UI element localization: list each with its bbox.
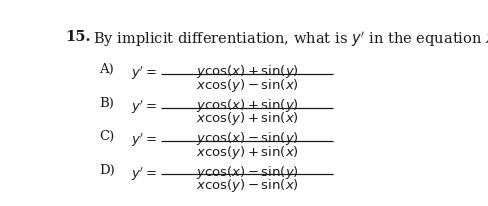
- Text: $x\cos(y) - \sin(x)$: $x\cos(y) - \sin(x)$: [196, 76, 299, 93]
- Text: $y\cos(x) + \sin(y)$: $y\cos(x) + \sin(y)$: [196, 63, 299, 80]
- Text: $y\cos(x) + \sin(y)$: $y\cos(x) + \sin(y)$: [196, 96, 299, 113]
- Text: $y'=$: $y'=$: [131, 131, 157, 149]
- Text: $x\cos(y) + \sin(x)$: $x\cos(y) + \sin(x)$: [196, 143, 299, 160]
- Text: $x\cos(y) - \sin(x)$: $x\cos(y) - \sin(x)$: [196, 176, 299, 193]
- Text: B): B): [99, 96, 114, 109]
- Text: $y'=$: $y'=$: [131, 164, 157, 182]
- Text: A): A): [99, 63, 114, 76]
- Text: By implicit differentiation, what is $y'$ in the equation $x\sin(y) = y\sin(x)$?: By implicit differentiation, what is $y'…: [93, 29, 488, 49]
- Text: $y\cos(x) - \sin(y)$: $y\cos(x) - \sin(y)$: [196, 163, 299, 180]
- Text: C): C): [99, 129, 114, 142]
- Text: $x\cos(y) + \sin(x)$: $x\cos(y) + \sin(x)$: [196, 110, 299, 126]
- Text: 15.: 15.: [65, 29, 90, 43]
- Text: $y\cos(x) - \sin(y)$: $y\cos(x) - \sin(y)$: [196, 129, 299, 146]
- Text: $y'=$: $y'=$: [131, 64, 157, 82]
- Text: D): D): [99, 163, 115, 176]
- Text: $y'=$: $y'=$: [131, 98, 157, 115]
